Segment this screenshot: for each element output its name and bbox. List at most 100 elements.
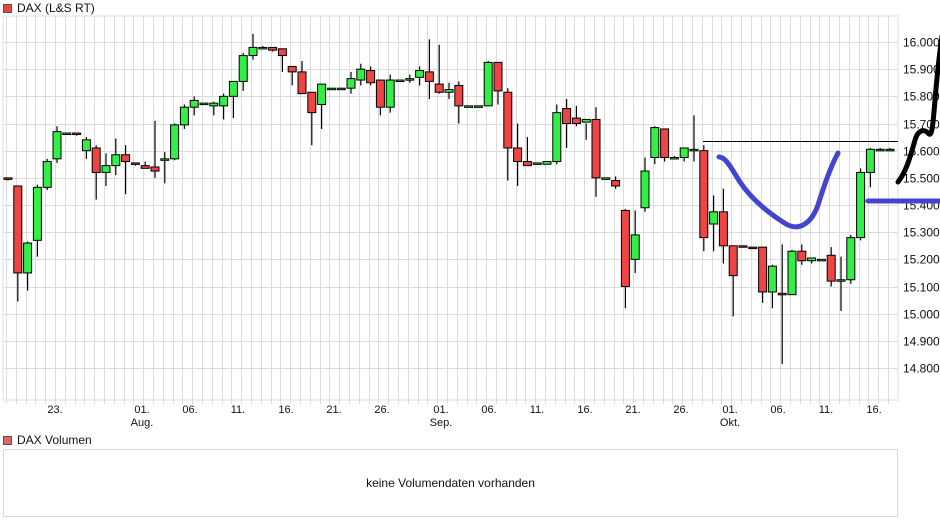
candle (258, 46, 268, 50)
candle (209, 101, 219, 116)
candle (434, 44, 444, 94)
candle (160, 152, 170, 184)
candle (91, 145, 101, 200)
candle (199, 102, 209, 106)
candle (356, 63, 366, 86)
candle (591, 107, 601, 197)
candle (650, 126, 660, 165)
candle (679, 147, 689, 162)
candle (219, 93, 229, 120)
candle (317, 83, 327, 129)
candle (669, 156, 679, 160)
y-tick-label: 15.900 (903, 63, 940, 77)
candle (483, 61, 493, 107)
volume-legend-label: DAX Volumen (17, 433, 92, 447)
candle (865, 147, 875, 188)
candle (807, 257, 817, 264)
x-tick-label: 11. (530, 404, 544, 416)
volume-empty-message: keine Volumendaten vorhanden (366, 476, 535, 490)
volume-legend-swatch (3, 435, 12, 445)
candle (62, 132, 72, 136)
candle (718, 188, 728, 264)
price-legend-label: DAX (L&S RT) (17, 1, 95, 15)
candle (885, 147, 895, 152)
candle (81, 137, 91, 159)
candle (797, 244, 807, 265)
price-legend: DAX (L&S RT) (3, 1, 95, 15)
candle (189, 96, 199, 116)
candle (542, 161, 552, 165)
candle (23, 241, 33, 291)
candle (268, 46, 278, 52)
price-legend-swatch (3, 3, 12, 13)
volume-legend: DAX Volumen (3, 433, 92, 447)
x-tick-label: 06. (481, 404, 496, 416)
x-tick-label: 06. (770, 404, 785, 416)
candlestick-chart: 16.00015.90015.80015.70015.60015.50015.4… (2, 15, 940, 429)
candle (32, 184, 42, 257)
y-tick-label: 15.300 (903, 226, 940, 240)
candle (346, 71, 356, 94)
volume-panel: keine Volumendaten vorhanden (3, 449, 898, 517)
x-axis-labels: 23. 01.Aug.06. 11. 16. 21. 26. 01.Sep.06. 11. 16… (47, 404, 881, 429)
candle (611, 176, 621, 189)
candle (395, 79, 405, 83)
candle (150, 120, 160, 178)
candle (326, 87, 336, 91)
black-projection-line (895, 34, 940, 185)
x-tick-label: 11. (819, 404, 833, 416)
candle (3, 177, 13, 181)
x-tick-label: 01. (134, 404, 149, 416)
x-tick-label: 26. (673, 404, 688, 416)
candle (179, 104, 189, 129)
candle (689, 115, 699, 162)
candle (52, 126, 62, 163)
x-tick-label: 16. (577, 404, 592, 416)
candle (72, 132, 82, 136)
candle (277, 48, 287, 72)
candle (375, 79, 385, 116)
candle (875, 147, 885, 152)
x-tick-label: 23. (47, 404, 62, 416)
candle (238, 52, 248, 91)
x-tick-label: 21. (326, 404, 341, 416)
candle (513, 123, 523, 187)
y-tick-label: 15.800 (903, 90, 940, 104)
chart-grid (2, 15, 899, 404)
x-tick-label: 06. (182, 404, 197, 416)
x-tick-label: 01. (433, 404, 448, 416)
candle (562, 99, 572, 148)
candle (454, 81, 464, 124)
candle (846, 234, 856, 284)
y-tick-label: 16.000 (903, 36, 940, 50)
candle (601, 177, 611, 180)
x-tick-label: 26. (374, 404, 389, 416)
candle (473, 105, 483, 108)
y-tick-label: 15.200 (903, 253, 940, 267)
candle (13, 185, 23, 302)
candle (532, 162, 542, 165)
candle (856, 168, 866, 241)
y-tick-label: 14.900 (903, 335, 940, 349)
candle (121, 145, 131, 195)
candle (767, 264, 777, 309)
blue-cup-drawing (716, 150, 841, 230)
candle (620, 209, 630, 309)
x-tick-label: 11. (231, 404, 245, 416)
candle (816, 258, 826, 262)
candle (748, 246, 758, 250)
candle (42, 158, 52, 191)
y-tick-label: 14.800 (903, 362, 940, 376)
candle (415, 66, 425, 86)
x-tick-label: 21. (625, 404, 640, 416)
candle (336, 87, 346, 91)
candle (630, 210, 640, 273)
candle (101, 153, 111, 187)
candle (660, 128, 670, 162)
candle (248, 33, 258, 60)
x-tick-label: 16. (278, 404, 293, 416)
candle (709, 195, 719, 252)
x-tick-label: 16. (866, 404, 881, 416)
x-tick-month: Aug. (131, 417, 154, 429)
candle (826, 247, 836, 287)
